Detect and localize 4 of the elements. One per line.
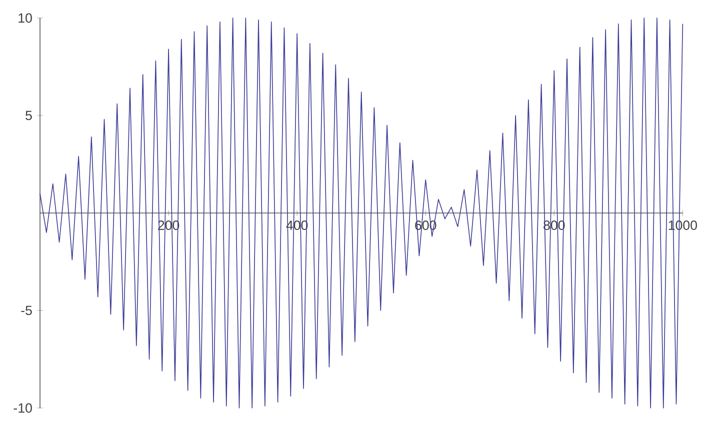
y-tick-label: -5 xyxy=(21,306,32,316)
y-tick-label: 10 xyxy=(18,13,32,23)
y-tick-label: 5 xyxy=(26,110,32,120)
y-tick-label: -10 xyxy=(14,403,32,413)
